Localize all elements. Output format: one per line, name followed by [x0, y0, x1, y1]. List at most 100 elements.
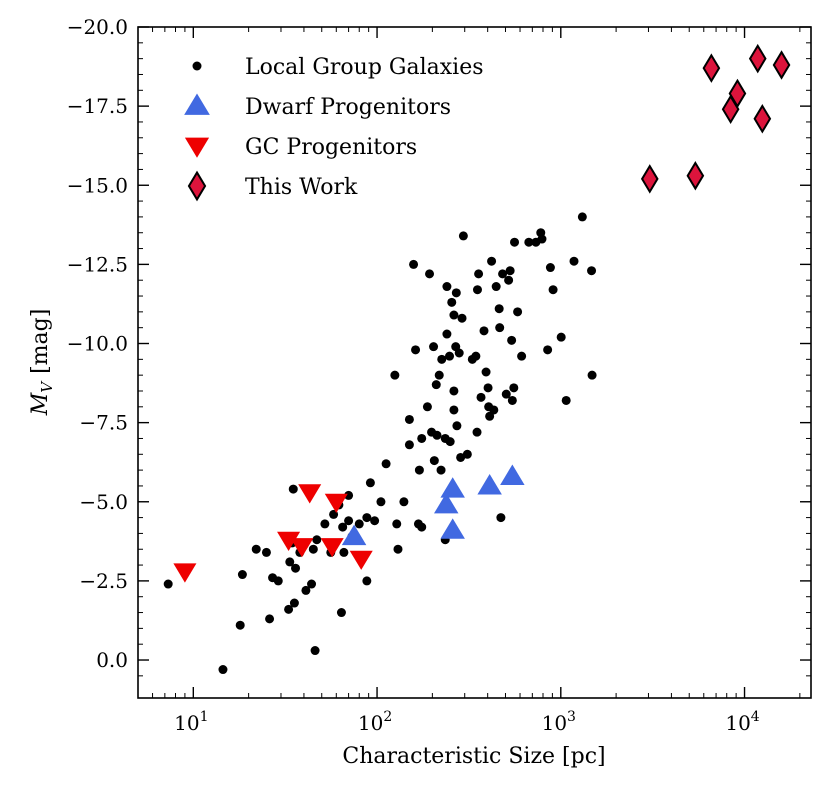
- point-this-work: [728, 78, 747, 109]
- legend-marker-local-group-galaxies: [192, 61, 202, 71]
- point-local-group-galaxies: [404, 414, 414, 424]
- legend-label: This Work: [245, 175, 358, 200]
- x-tick-exponent: 3: [567, 709, 576, 725]
- point-local-group-galaxies: [339, 547, 349, 557]
- point-local-group-galaxies: [556, 332, 566, 342]
- point-this-work: [702, 53, 721, 83]
- point-local-group-galaxies: [472, 427, 482, 437]
- point-gc-progenitors: [290, 538, 314, 558]
- point-dwarf-progenitors: [341, 524, 367, 546]
- point-local-group-galaxies: [495, 323, 505, 333]
- y-axis-label-unit: [mag]: [28, 309, 53, 374]
- point-local-group-galaxies: [422, 402, 432, 412]
- point-local-group-galaxies: [445, 437, 455, 447]
- point-local-group-galaxies: [344, 490, 354, 500]
- x-tick-base: 10: [725, 711, 750, 735]
- point-local-group-galaxies: [308, 544, 318, 554]
- point-local-group-galaxies: [569, 256, 579, 266]
- point-local-group-galaxies: [376, 497, 386, 507]
- tick-labels: 0.0 −2.5 −5.0 −7.5 −10.0 −12.5 −15.0 −17.5 −20.0…: [67, 15, 760, 735]
- point-local-group-galaxies: [504, 275, 514, 285]
- point-local-group-galaxies: [320, 519, 330, 529]
- legend-label: Local Group Galaxies: [245, 55, 484, 80]
- point-dwarf-progenitors: [440, 477, 465, 498]
- point-local-group-galaxies: [517, 351, 527, 361]
- point-this-work: [640, 164, 659, 194]
- point-local-group-galaxies: [442, 282, 452, 292]
- y-axis-label: MV [mag]: [28, 309, 56, 417]
- point-local-group-galaxies: [537, 234, 547, 244]
- y-tick-label: −10.0: [67, 332, 128, 356]
- point-local-group-galaxies: [265, 614, 275, 624]
- point-gc-progenitors: [324, 493, 348, 513]
- point-dwarf-progenitors: [440, 518, 465, 539]
- legend-marker-gc-progenitors: [184, 137, 210, 158]
- point-local-group-galaxies: [458, 231, 468, 241]
- point-local-group-galaxies: [288, 484, 298, 494]
- point-this-work: [772, 50, 791, 80]
- point-local-group-galaxies: [481, 367, 491, 377]
- point-local-group-galaxies: [513, 307, 523, 317]
- point-local-group-galaxies: [491, 282, 501, 292]
- point-local-group-galaxies: [381, 459, 391, 469]
- point-gc-progenitors: [320, 538, 344, 558]
- y-tick-label: −17.5: [67, 94, 128, 118]
- point-local-group-galaxies: [425, 269, 435, 279]
- point-local-group-galaxies: [354, 519, 364, 529]
- point-local-group-galaxies: [301, 585, 311, 595]
- point-local-group-galaxies: [496, 513, 506, 523]
- point-local-group-galaxies: [285, 557, 295, 567]
- point-local-group-galaxies: [291, 563, 301, 573]
- point-gc-progenitors: [173, 563, 197, 583]
- series-dwarf-progenitors: [341, 464, 525, 546]
- point-local-group-galaxies: [445, 351, 455, 361]
- point-local-group-galaxies: [489, 405, 499, 415]
- point-local-group-galaxies: [409, 259, 419, 269]
- point-local-group-galaxies: [509, 383, 519, 393]
- point-local-group-galaxies: [449, 405, 459, 415]
- y-tick-label: −5.0: [79, 490, 128, 514]
- y-tick-label: −7.5: [79, 411, 128, 435]
- point-local-group-galaxies: [524, 237, 534, 247]
- point-local-group-galaxies: [474, 269, 484, 279]
- point-local-group-galaxies: [510, 237, 520, 247]
- legend-marker-this-work: [187, 170, 207, 202]
- legend-label: Dwarf Progenitors: [245, 95, 451, 120]
- data-points: [163, 43, 791, 675]
- x-tick-label: 101: [174, 709, 208, 735]
- point-local-group-galaxies: [454, 348, 464, 358]
- point-local-group-galaxies: [273, 576, 283, 586]
- point-local-group-galaxies: [485, 411, 495, 421]
- point-local-group-galaxies: [370, 516, 380, 526]
- point-dwarf-progenitors: [434, 493, 459, 514]
- y-tick-label: −15.0: [67, 173, 128, 197]
- point-local-group-galaxies: [310, 646, 320, 656]
- point-local-group-galaxies: [431, 380, 441, 390]
- y-tick-label: −12.5: [67, 252, 128, 276]
- point-local-group-galaxies: [548, 285, 558, 295]
- point-local-group-galaxies: [587, 370, 597, 380]
- point-gc-progenitors: [298, 484, 322, 504]
- point-local-group-galaxies: [447, 297, 457, 307]
- point-local-group-galaxies: [436, 465, 446, 475]
- legend: Local Group Galaxies Dwarf Progenitors GC …: [184, 55, 484, 202]
- legend-marker-dwarf-progenitors: [184, 93, 210, 115]
- point-local-group-galaxies: [362, 576, 372, 586]
- point-local-group-galaxies: [417, 522, 427, 532]
- point-local-group-galaxies: [289, 598, 299, 608]
- point-local-group-galaxies: [505, 266, 515, 276]
- legend-item-local-group-galaxies: Local Group Galaxies: [192, 55, 484, 80]
- y-axis-label-main: M: [28, 392, 53, 416]
- point-local-group-galaxies: [543, 345, 553, 355]
- point-local-group-galaxies: [456, 452, 466, 462]
- point-local-group-galaxies: [307, 579, 317, 589]
- point-local-group-galaxies: [434, 370, 444, 380]
- point-local-group-galaxies: [462, 449, 472, 459]
- point-local-group-galaxies: [429, 342, 439, 352]
- point-local-group-galaxies: [561, 395, 571, 405]
- legend-label: GC Progenitors: [245, 135, 417, 160]
- point-local-group-galaxies: [476, 392, 486, 402]
- point-gc-progenitors: [277, 531, 301, 551]
- point-local-group-galaxies: [284, 604, 294, 614]
- plot-frame: [137, 26, 812, 699]
